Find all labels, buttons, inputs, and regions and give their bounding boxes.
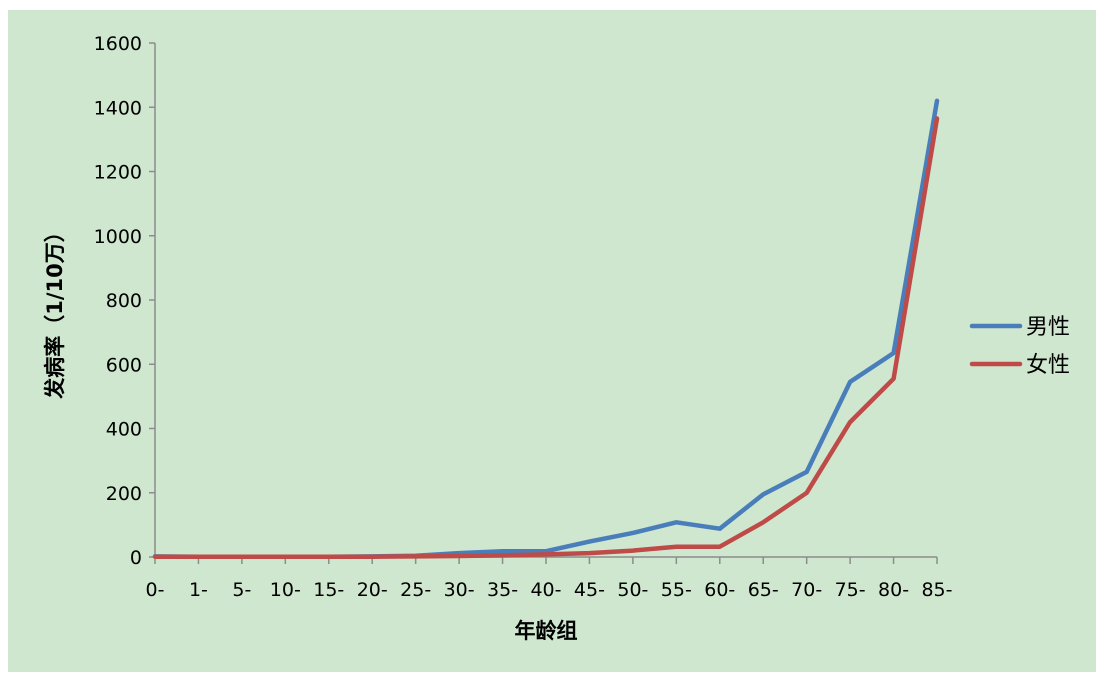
x-tick-label: 20- bbox=[357, 579, 388, 601]
line-chart: 0 200 400 600 800 1000 1200 1400 1600 0- 1- 5- 10- 1… bbox=[8, 10, 1096, 672]
y-tick-label: 1400 bbox=[94, 97, 142, 119]
y-tick-label: 800 bbox=[106, 290, 142, 312]
y-tick-label: 600 bbox=[106, 354, 142, 376]
x-tick-label: 50- bbox=[617, 579, 648, 601]
y-tick-label: 200 bbox=[106, 483, 142, 505]
x-tick-label: 30- bbox=[444, 579, 475, 601]
legend-label: 女性 bbox=[1026, 353, 1070, 378]
y-tick-label: 1000 bbox=[94, 226, 142, 248]
series-lines bbox=[152, 98, 940, 559]
x-tick-label: 45- bbox=[574, 579, 605, 601]
y-ticks: 0 200 400 600 800 1000 1200 1400 1600 bbox=[94, 33, 155, 569]
x-ticks: 0- 1- 5- 10- 15- 20- 25- 30- 35- 40- 45- 50- 55- 60- 6… bbox=[146, 557, 953, 601]
x-tick-label: 65- bbox=[748, 579, 779, 601]
x-tick-label: 15- bbox=[313, 579, 344, 601]
x-tick-label: 55- bbox=[661, 579, 692, 601]
x-tick-label: 1- bbox=[189, 579, 208, 601]
series-line-female bbox=[152, 116, 940, 559]
x-tick-label: 75- bbox=[835, 579, 866, 601]
x-tick-label: 85- bbox=[921, 579, 952, 601]
y-tick-label: 1200 bbox=[94, 162, 142, 184]
x-tick-label: 60- bbox=[704, 579, 735, 601]
y-tick-label: 1600 bbox=[94, 33, 142, 55]
x-tick-label: 70- bbox=[791, 579, 822, 601]
x-axis-title: 年龄组 bbox=[515, 619, 578, 643]
x-tick-label: 0- bbox=[146, 579, 165, 601]
x-tick-label: 40- bbox=[530, 579, 561, 601]
x-tick-label: 5- bbox=[232, 579, 251, 601]
chart-area: 0 200 400 600 800 1000 1200 1400 1600 0- 1- 5- 10- 1… bbox=[8, 10, 1096, 672]
legend-label: 男性 bbox=[1026, 315, 1070, 340]
y-tick-label: 0 bbox=[130, 547, 142, 569]
x-tick-label: 35- bbox=[487, 579, 518, 601]
x-tick-label: 10- bbox=[270, 579, 301, 601]
y-axis-title: 发病率（1/10万） bbox=[43, 221, 67, 400]
x-tick-label: 25- bbox=[400, 579, 431, 601]
chart-background bbox=[8, 10, 1096, 672]
y-tick-label: 400 bbox=[106, 419, 142, 441]
x-tick-label: 80- bbox=[878, 579, 909, 601]
